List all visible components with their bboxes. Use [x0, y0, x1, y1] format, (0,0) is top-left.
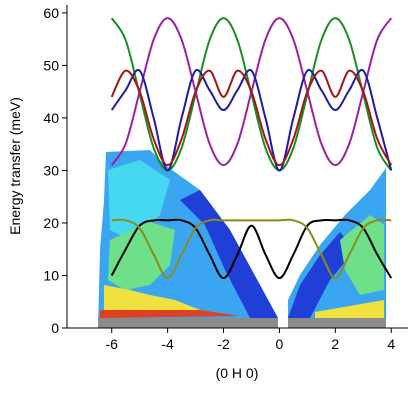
map-right-green — [340, 215, 384, 295]
x-tick-label: -2 — [217, 336, 230, 352]
map-gray-band — [98, 318, 278, 328]
x-tick-label: 2 — [331, 336, 339, 352]
x-axis-label: (0 H 0) — [216, 365, 259, 381]
y-axis-label: Energy transfer (meV) — [7, 97, 23, 235]
map-left-red — [100, 310, 240, 318]
y-tick-label: 50 — [43, 57, 59, 73]
x-tick-label: -4 — [161, 336, 174, 352]
series-line — [110, 68, 393, 172]
y-tick-label: 20 — [43, 215, 59, 231]
y-tick-label: 0 — [51, 320, 59, 336]
x-tick-label: 0 — [276, 336, 284, 352]
map-right-yellow — [315, 300, 384, 318]
y-tick-label: 30 — [43, 162, 59, 178]
x-tick-label: 4 — [387, 336, 395, 352]
series-line — [110, 69, 393, 167]
y-tick-label: 10 — [43, 267, 59, 283]
intensity-map — [98, 150, 386, 328]
map-gray-band-right — [288, 318, 386, 328]
series-line — [110, 218, 393, 280]
x-tick-label: -6 — [105, 336, 118, 352]
map-right-dark — [288, 232, 355, 318]
y-tick-label: 60 — [43, 5, 59, 21]
map-left-yellow — [104, 285, 200, 318]
y-tick-label: 40 — [43, 110, 59, 126]
series-line — [111, 218, 392, 280]
map-left-green — [108, 222, 175, 290]
